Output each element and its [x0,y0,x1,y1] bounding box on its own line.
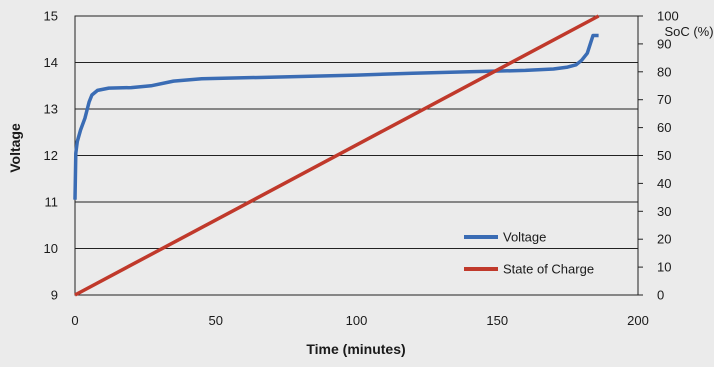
y-axis-title: Voltage [7,123,23,173]
series-line-1 [74,14,600,297]
x-tick-label: 100 [346,313,368,328]
legend-label: Voltage [503,230,546,245]
x-tick-label: 50 [209,313,223,328]
series-line-0 [73,33,599,200]
y-tick-label: 12 [44,148,58,163]
x-tick-label: 150 [486,313,508,328]
y2-tick-label: 90 [657,36,671,51]
y-tick-label: 14 [44,55,58,70]
y-tick-label: 9 [51,288,58,303]
legend-label: State of Charge [503,262,594,277]
y2-tick-label: 50 [657,148,671,163]
series-layer [73,14,600,297]
x-tick-label: 200 [627,313,649,328]
y-tick-label: 15 [44,9,58,24]
y-tick-label: 13 [44,102,58,117]
left-axis: 9 10 11 12 13 14 15 [44,9,58,303]
legend: Voltage State of Charge [464,230,594,277]
y2-tick-label: 20 [657,232,671,247]
y2-tick-label: 70 [657,92,671,107]
y2-tick-label: 80 [657,64,671,79]
y2-tick-label: 10 [657,260,671,275]
x-tick-label: 0 [71,313,78,328]
gridlines [75,62,638,249]
y2-tick-label: 30 [657,204,671,219]
y2-axis-title: SoC (%) [664,24,713,39]
right-axis: 0 10 20 30 40 50 60 70 80 90 100 [638,9,679,303]
x-axis-title: Time (minutes) [306,341,405,357]
x-axis: 0 50 100 150 200 [71,313,648,328]
y2-tick-label: 0 [657,288,664,303]
y2-tick-label: 60 [657,120,671,135]
y2-tick-label: 40 [657,176,671,191]
y-tick-label: 10 [44,241,58,256]
y2-tick-label: 100 [657,9,679,24]
y-tick-label: 11 [45,195,59,210]
